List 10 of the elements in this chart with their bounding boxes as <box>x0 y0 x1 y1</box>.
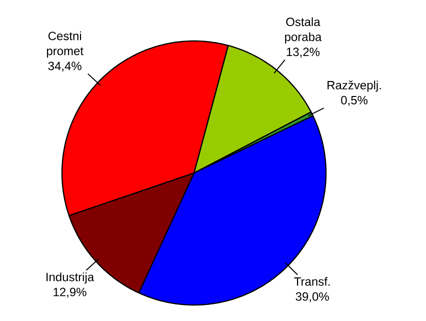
data-label: 39,0% <box>296 292 329 302</box>
data-label: 34,4% <box>48 62 82 72</box>
data-label: 13,2% <box>286 48 320 58</box>
slice-label: Ostala poraba <box>285 17 322 44</box>
slice-label: Industrija <box>46 272 94 284</box>
slice-label: Transf. <box>294 276 330 286</box>
data-label: 0,5% <box>341 96 368 106</box>
data-label: 12,9% <box>54 288 86 298</box>
slice-label: Cestni promet <box>46 31 84 58</box>
slice-label: Razžveplj. <box>328 80 381 92</box>
